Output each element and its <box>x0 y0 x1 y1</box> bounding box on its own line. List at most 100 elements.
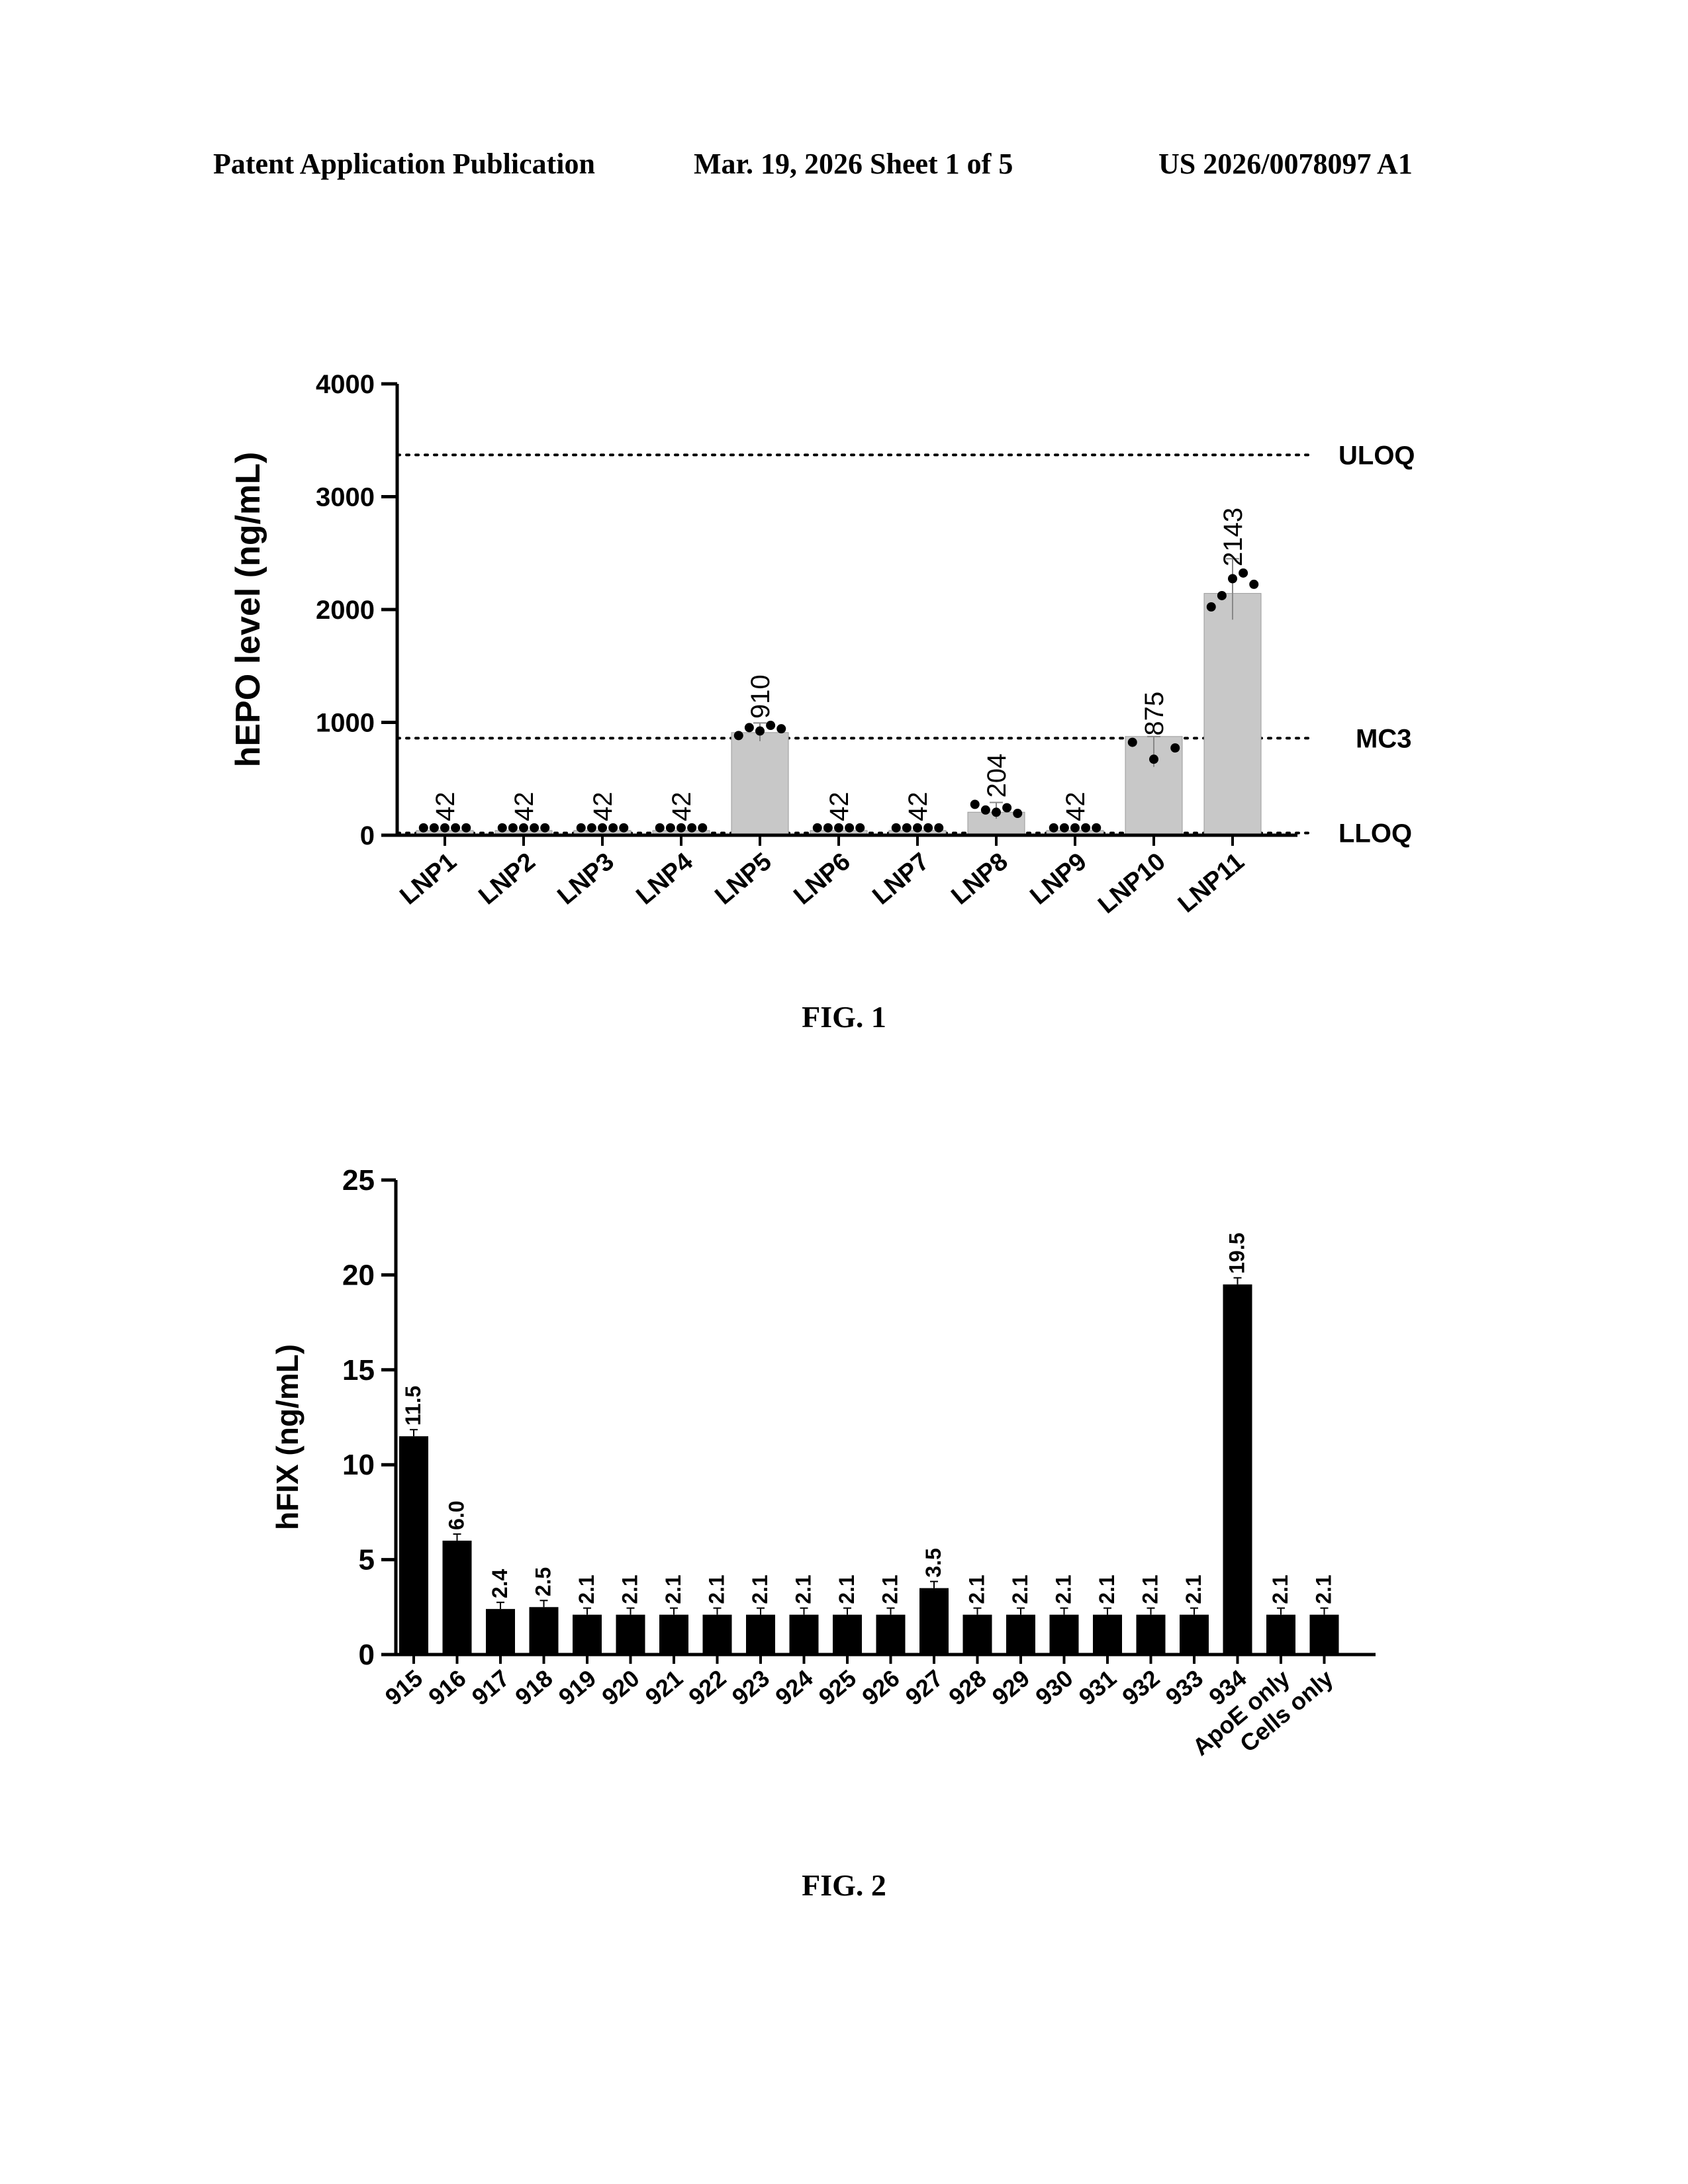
value-label-917: 2.4 <box>488 1569 512 1598</box>
category-label-917: 917 <box>467 1664 514 1711</box>
category-label-928: 928 <box>943 1664 991 1711</box>
y-tick-label: 5 <box>359 1544 375 1576</box>
bar-929 <box>1006 1614 1035 1655</box>
data-point-lnp5 <box>776 724 786 734</box>
header-patent-number: US 2026/0078097 A1 <box>1158 148 1413 180</box>
data-point-lnp10 <box>1127 737 1137 747</box>
bar-934 <box>1223 1284 1252 1655</box>
y-tick-label: 1000 <box>316 709 375 738</box>
value-label-lnp3: 42 <box>588 792 618 821</box>
y-tick-label: 0 <box>360 821 375 850</box>
value-label-932: 2.1 <box>1139 1574 1162 1604</box>
data-point-lnp8 <box>1002 803 1012 813</box>
category-label-918: 918 <box>510 1664 557 1711</box>
bar-915 <box>399 1436 428 1655</box>
data-point-lnp6 <box>845 823 855 833</box>
y-tick-label: 2000 <box>316 596 375 625</box>
value-label-cells-only: 2.1 <box>1312 1574 1336 1604</box>
data-point-lnp1 <box>440 823 449 833</box>
value-label-929: 2.1 <box>1008 1574 1032 1604</box>
category-label-920: 920 <box>596 1664 644 1711</box>
y-tick-label: 25 <box>342 1164 375 1197</box>
data-point-lnp2 <box>540 823 550 833</box>
data-point-lnp1 <box>429 823 439 833</box>
category-label-915: 915 <box>380 1664 428 1711</box>
data-point-lnp11 <box>1228 574 1237 584</box>
bar-926 <box>876 1614 906 1655</box>
category-label-lnp9: LNP9 <box>1025 848 1092 911</box>
bar-927 <box>919 1588 949 1655</box>
category-label-lnp10: LNP10 <box>1093 848 1171 919</box>
bar-918 <box>529 1607 559 1655</box>
category-label-lnp3: LNP3 <box>552 848 619 911</box>
bar-cells-only <box>1309 1614 1339 1655</box>
fig1-caption: FIG. 1 <box>802 1000 886 1034</box>
category-label-933: 933 <box>1160 1664 1208 1711</box>
data-point-lnp7 <box>913 823 922 833</box>
reference-label-mc3: MC3 <box>1356 724 1411 753</box>
bar-lnp11 <box>1203 593 1262 836</box>
value-label-925: 2.1 <box>835 1574 859 1604</box>
data-point-lnp5 <box>766 721 776 731</box>
data-point-lnp6 <box>823 823 833 833</box>
data-point-lnp3 <box>586 823 596 833</box>
category-label-919: 919 <box>553 1664 601 1711</box>
category-label-925: 925 <box>814 1664 861 1711</box>
data-point-lnp7 <box>891 823 901 833</box>
bar-lnp5 <box>731 732 789 836</box>
data-point-lnp4 <box>687 823 697 833</box>
data-point-lnp5 <box>755 726 765 736</box>
bar-920 <box>616 1614 645 1655</box>
y-tick-label: 15 <box>342 1354 375 1387</box>
value-label-920: 2.1 <box>618 1574 642 1604</box>
bar-922 <box>702 1614 732 1655</box>
bar-932 <box>1136 1614 1166 1655</box>
y-tick-label: 4000 <box>316 370 375 399</box>
value-label-lnp7: 42 <box>904 792 933 821</box>
bar-925 <box>833 1614 862 1655</box>
value-label-931: 2.1 <box>1095 1574 1119 1604</box>
data-point-lnp4 <box>665 823 675 833</box>
value-label-926: 2.1 <box>878 1574 902 1604</box>
category-label-930: 930 <box>1030 1664 1078 1711</box>
category-label-926: 926 <box>857 1664 904 1711</box>
fig2-chart: 11.5 915 6.0 916 2.4 917 2.5 918 2.1 919 2.1 920 2.1… <box>270 1164 1376 1761</box>
category-label-lnp8: LNP8 <box>946 848 1013 911</box>
category-label-932: 932 <box>1117 1664 1164 1711</box>
y-tick-label: 3000 <box>316 483 375 512</box>
value-label-930: 2.1 <box>1052 1574 1076 1604</box>
data-point-lnp1 <box>451 823 461 833</box>
category-label-lnp2: LNP2 <box>473 848 540 911</box>
data-point-lnp9 <box>1049 823 1058 833</box>
value-label-924: 2.1 <box>792 1574 816 1604</box>
data-point-lnp3 <box>619 823 629 833</box>
value-label-933: 2.1 <box>1182 1574 1205 1604</box>
bar-930 <box>1049 1614 1079 1655</box>
data-point-lnp3 <box>608 823 618 833</box>
category-label-lnp5: LNP5 <box>710 848 776 911</box>
bar-933 <box>1180 1614 1209 1655</box>
data-point-lnp11 <box>1239 568 1248 578</box>
data-point-lnp6 <box>855 823 865 833</box>
category-label-lnp1: LNP1 <box>395 848 461 911</box>
value-label-928: 2.1 <box>965 1574 989 1604</box>
value-label-919: 2.1 <box>575 1574 598 1604</box>
value-label-lnp8: 204 <box>982 754 1011 798</box>
bar-916 <box>442 1540 472 1655</box>
data-point-lnp9 <box>1092 823 1102 833</box>
category-label-lnp4: LNP4 <box>631 848 698 911</box>
y-axis-title: hFIX (ng/mL) <box>270 1344 305 1530</box>
data-point-lnp6 <box>834 823 843 833</box>
data-point-lnp5 <box>733 731 743 741</box>
header-publication-type: Patent Application Publication <box>213 148 595 180</box>
data-point-lnp9 <box>1059 823 1069 833</box>
data-point-lnp1 <box>461 823 471 833</box>
y-tick-label: 0 <box>359 1639 375 1671</box>
bar-928 <box>962 1614 992 1655</box>
data-point-lnp2 <box>508 823 518 833</box>
data-point-lnp3 <box>598 823 607 833</box>
data-point-lnp10 <box>1170 743 1180 753</box>
data-point-lnp1 <box>418 823 428 833</box>
data-point-lnp5 <box>744 723 754 733</box>
